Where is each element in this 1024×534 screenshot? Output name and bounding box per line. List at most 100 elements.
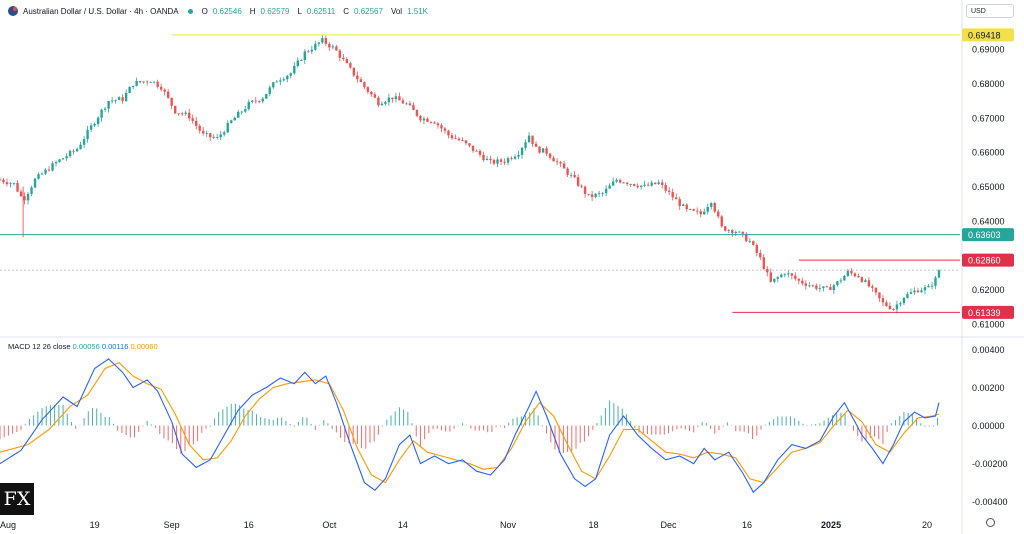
macd-histogram-bar [188,425,190,445]
macd-histogram-bar [415,425,417,437]
candle-body [499,159,503,162]
macd-histogram-bar [83,418,85,426]
macd-histogram-bar [676,425,678,430]
candle-body [110,100,114,102]
candle-body [853,273,857,277]
macd-histogram-value: 0.00056 [72,342,100,351]
candle-body [79,144,82,150]
macd-histogram-bar [743,425,745,432]
currency-selector[interactable]: USD [966,4,1014,18]
candle-body [629,184,632,185]
symbol-title[interactable]: Australian Dollar / U.S. Dollar · 4h · O… [23,6,179,16]
candle-body [594,193,597,198]
macd-histogram-bar [7,425,9,436]
candle-body [82,139,86,145]
macd-histogram-bar [655,425,657,435]
candle-body [177,113,180,115]
candle-body [209,133,212,138]
macd-histogram-bar [37,411,39,426]
macd-histogram-bar [41,408,43,426]
macd-histogram-bar [689,425,691,432]
macd-histogram-bar [705,423,707,426]
candle-body [682,204,685,206]
candle-body [335,46,338,51]
candle-body [244,109,247,112]
settings-gear-icon[interactable] [986,518,995,527]
macd-histogram-bar [865,425,867,440]
candle-body [555,161,559,163]
macd-histogram-bar [331,425,333,430]
candle-body [419,115,422,121]
candle-body [902,297,906,304]
macd-histogram-bar [205,425,207,429]
candle-body [93,123,96,126]
macd-histogram-bar [899,415,901,426]
macd-title[interactable]: MACD 12 26 close [8,342,71,351]
macd-histogram-bar [533,408,535,426]
candle-body [173,105,177,114]
candle-body [100,109,103,118]
candle-body [780,274,783,278]
candle-body [12,182,16,184]
macd-histogram-bar [857,425,859,437]
candle-body [639,185,643,188]
macd-histogram-bar [340,425,342,438]
high-label: H [249,6,256,16]
price-tick-label: 0.66000 [972,148,1005,158]
candle-body [864,280,867,282]
candle-body [636,185,639,188]
macd-histogram-bar [113,423,115,426]
candle-body [398,96,401,101]
macd-histogram-bar [167,425,169,441]
macd-histogram-bar [760,425,762,430]
macd-histogram-bar [882,425,884,444]
macd-histogram-bar [491,425,493,432]
candle-body [534,143,538,147]
candle-body [433,122,436,124]
macd-histogram-bar [411,423,413,426]
candle-body [531,135,534,144]
candle-body [675,197,678,200]
macd-tick-label: -0.00200 [972,459,1008,469]
candle-body [205,133,208,135]
candle-body [625,182,629,185]
candle-body [618,179,622,183]
macd-histogram-bar [403,409,405,426]
candle-body [759,252,762,258]
candle-body [121,97,124,101]
candle-body [724,226,727,231]
macd-histogram-bar [91,408,93,426]
time-tick-label: 20 [922,520,932,530]
macd-histogram-bar [916,418,918,426]
candle-body [632,184,636,186]
macd-histogram-bar [596,423,598,426]
macd-histogram-bar [920,423,922,426]
candle-body [289,73,293,76]
macd-histogram-bar [672,425,674,432]
macd-histogram-bar [121,425,123,433]
macd-histogram-bar [150,424,152,426]
candle-body [892,308,895,310]
candle-body [738,231,741,233]
macd-histogram-bar [701,421,703,426]
candle-body [380,103,384,106]
macd-histogram-bar [663,425,665,435]
macd-histogram-bar [180,425,182,454]
macd-histogram-bar [579,425,581,443]
candle-body [247,101,250,110]
candle-body [384,102,387,104]
price-tick-label: 0.67000 [972,113,1005,123]
candle-body [696,210,699,212]
candle-body [832,285,836,291]
macd-histogram-bar [466,425,468,427]
macd-histogram-bar [924,425,926,427]
candle-body [138,81,142,83]
macd-histogram-bar [407,411,409,426]
candle-body [734,232,737,234]
macd-histogram-bar [693,425,695,433]
macd-histogram-bar [310,423,312,426]
candle-body [37,174,40,179]
price-label-text: 0.62860 [968,256,1001,266]
macd-histogram-bar [512,418,514,426]
